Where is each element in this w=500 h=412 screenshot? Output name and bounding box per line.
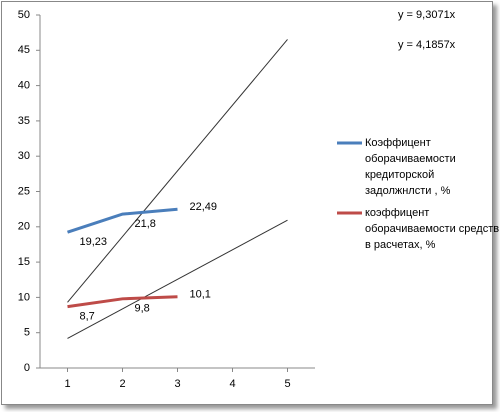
y-tick-label: 35 [18, 115, 30, 127]
trend-line [67, 39, 288, 303]
legend-label: коэффицент оборачиваемости средств в рас… [365, 207, 500, 251]
series-line [67, 207, 178, 234]
data-label: 19,23 [80, 236, 108, 248]
legend-label: Коэффицент оборачиваемости кредиторской … [365, 137, 456, 197]
data-label: 22,49 [190, 201, 218, 213]
x-tick-label: 2 [119, 378, 125, 390]
data-label: 10,1 [190, 289, 211, 301]
y-tick-label: 50 [18, 9, 30, 21]
trend-line [67, 219, 288, 339]
y-tick-label: 30 [18, 150, 30, 162]
y-tick-label: 15 [18, 256, 30, 268]
chart-frame [1, 1, 493, 405]
y-tick-label: 25 [18, 185, 30, 197]
data-label: 9,8 [135, 303, 150, 315]
trend-label: y = 9,3071x [398, 9, 456, 21]
trend-label: y = 4,1857x [398, 39, 456, 51]
y-tick-label: 40 [18, 80, 30, 92]
series-line [67, 295, 178, 309]
x-tick-label: 3 [174, 378, 180, 390]
y-tick-label: 5 [24, 327, 30, 339]
x-tick-label: 4 [229, 378, 235, 390]
y-tick-label: 20 [18, 221, 30, 233]
x-tick-label: 1 [64, 378, 70, 390]
y-tick-label: 0 [24, 362, 30, 374]
data-label: 21,8 [135, 218, 156, 230]
x-tick-label: 5 [284, 378, 290, 390]
y-tick-label: 10 [18, 291, 30, 303]
y-tick-label: 45 [18, 44, 30, 56]
data-label: 8,7 [80, 310, 95, 322]
